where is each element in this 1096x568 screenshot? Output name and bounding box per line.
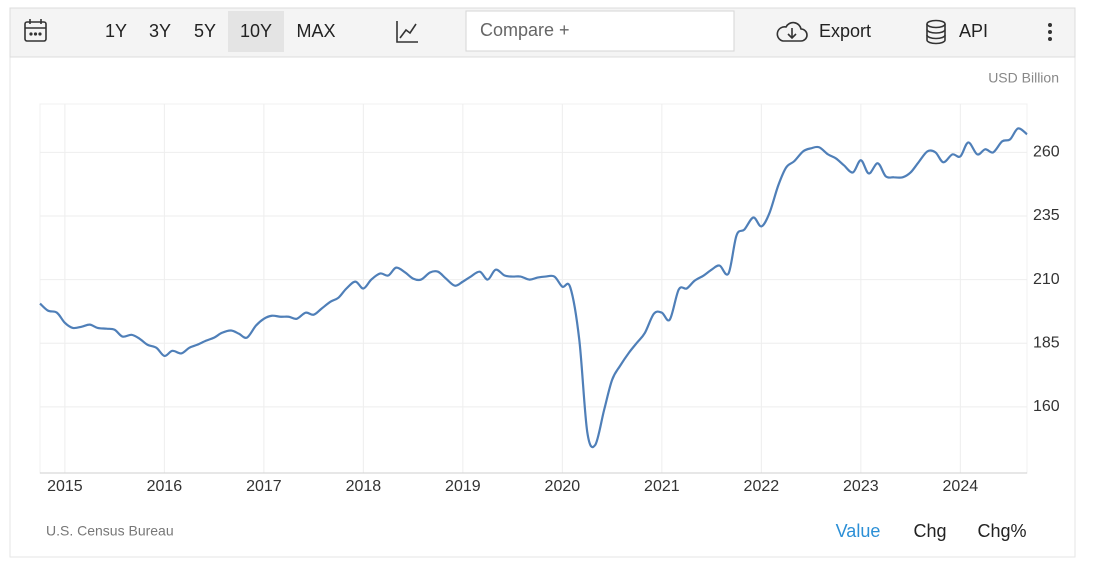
y-tick-label: 185	[1033, 334, 1060, 351]
y-tick-label: 260	[1033, 144, 1060, 161]
x-tick-label: 2022	[744, 478, 780, 495]
x-tick-label: 2020	[545, 478, 581, 495]
x-tick-label: 2019	[445, 478, 481, 495]
data-line	[39, 127, 1028, 449]
view-tab[interactable]: Chg	[913, 521, 946, 541]
range-button[interactable]: MAX	[296, 21, 335, 41]
selected-range	[228, 11, 284, 52]
frame	[9, 7, 1076, 558]
export-icon[interactable]	[776, 21, 808, 42]
api-button[interactable]: API	[959, 21, 988, 41]
range-button[interactable]: 3Y	[149, 21, 171, 41]
y-tick-label: 160	[1033, 398, 1060, 415]
y-tick-label: 210	[1033, 271, 1060, 288]
calendar-icon[interactable]	[24, 19, 47, 42]
unit-label: USD Billion	[988, 70, 1059, 86]
chart-type-icon[interactable]	[396, 21, 418, 43]
range-button[interactable]: 1Y	[105, 21, 127, 41]
view-tab[interactable]: Value	[836, 521, 881, 541]
export-button[interactable]: Export	[819, 21, 871, 41]
x-tick-label: 2015	[47, 478, 83, 495]
source: U.S. Census Bureau	[46, 523, 174, 539]
range-button[interactable]: 10Y	[240, 21, 272, 41]
x-tick-label: 2024	[943, 478, 979, 495]
x-tick-label: 2016	[147, 478, 183, 495]
x-tick-label: 2018	[346, 478, 382, 495]
range-button[interactable]: 5Y	[194, 21, 216, 41]
y-tick-label: 235	[1033, 207, 1060, 224]
x-tick-label: 2017	[246, 478, 282, 495]
more-menu[interactable]	[1048, 23, 1052, 41]
compare-placeholder: Compare +	[480, 20, 570, 40]
compare-input[interactable]	[465, 10, 735, 52]
api-icon[interactable]	[926, 19, 946, 45]
x-tick-label: 2023	[843, 478, 879, 495]
x-tick-label: 2021	[644, 478, 680, 495]
view-tab[interactable]: Chg%	[977, 521, 1026, 541]
